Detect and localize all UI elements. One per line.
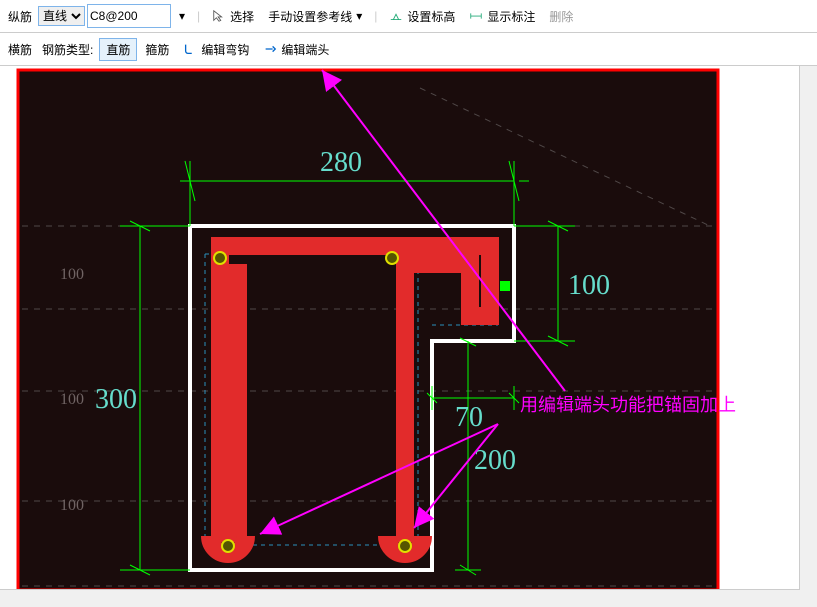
end-icon xyxy=(263,42,277,56)
cad-viewport[interactable]: 280 300 100 70 200 100 100 100 用编辑端头功能把锚… xyxy=(0,66,800,590)
elevation-icon xyxy=(389,9,403,23)
cursor-icon xyxy=(212,9,226,23)
grip-handle[interactable] xyxy=(500,281,510,291)
drawing-bg xyxy=(18,70,718,590)
svg-text:100: 100 xyxy=(60,266,84,283)
dropdown-caret[interactable]: ▾ xyxy=(173,7,191,25)
select-button[interactable]: 选择 xyxy=(206,6,260,27)
svg-text:280: 280 xyxy=(320,147,362,178)
svg-text:200: 200 xyxy=(474,445,516,476)
vertical-scrollbar[interactable] xyxy=(799,66,817,607)
edit-end-button[interactable]: 编辑端头 xyxy=(257,39,335,60)
rebar-type-label: 钢筋类型: xyxy=(38,41,97,58)
toolbar-row-2: 横筋 钢筋类型: 直筋 箍筋 编辑弯钩 编辑端头 xyxy=(0,33,817,66)
zongjin-label: 纵筋 xyxy=(4,8,36,25)
svg-text:100: 100 xyxy=(568,270,610,301)
edit-hook-button[interactable]: 编辑弯钩 xyxy=(177,39,255,60)
show-annotation-button[interactable]: 显示标注 xyxy=(463,6,541,27)
manual-refline-button[interactable]: 手动设置参考线 ▾ xyxy=(262,6,368,27)
horizontal-scrollbar[interactable] xyxy=(0,589,800,607)
set-elevation-button[interactable]: 设置标高 xyxy=(383,6,461,27)
gujin-button[interactable]: 箍筋 xyxy=(139,39,175,60)
svg-text:100: 100 xyxy=(60,391,84,408)
delete-button[interactable]: 删除 xyxy=(543,6,579,27)
rebar-spec-input[interactable] xyxy=(87,4,171,28)
hengjin-label: 横筋 xyxy=(4,41,36,58)
line-mode-select[interactable]: 直线 xyxy=(38,6,85,26)
hook-icon xyxy=(183,42,197,56)
annotation-text: 用编辑端头功能把锚固加上 xyxy=(520,395,736,415)
svg-text:100: 100 xyxy=(60,497,84,514)
drawing-canvas[interactable]: 280 300 100 70 200 100 100 100 用编辑端头功能把锚… xyxy=(0,66,817,607)
toolbar-row-1: 纵筋 直线 ▾ | 选择 手动设置参考线 ▾ | 设置标高 显示标注 删除 xyxy=(0,0,817,33)
svg-text:70: 70 xyxy=(455,402,483,433)
svg-text:300: 300 xyxy=(95,384,137,415)
dimension-icon xyxy=(469,9,483,23)
zhijin-button[interactable]: 直筋 xyxy=(99,38,137,61)
